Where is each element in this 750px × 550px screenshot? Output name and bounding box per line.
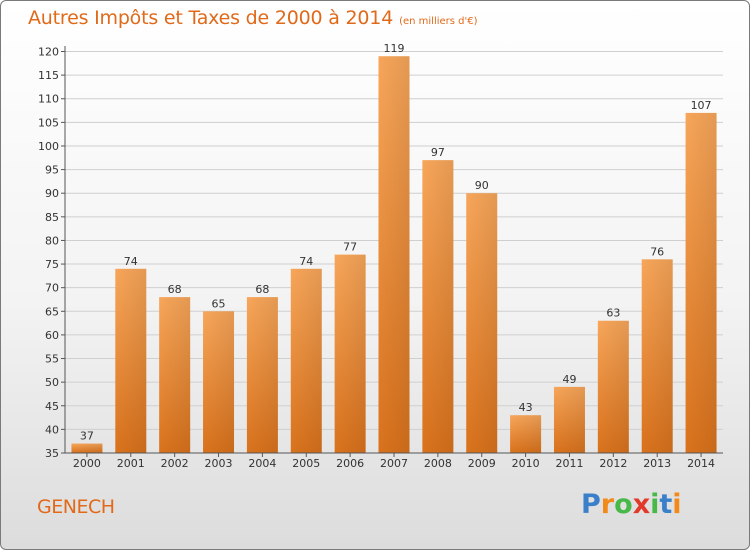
bar-shade: [115, 268, 147, 453]
y-tick-label: 60: [45, 329, 59, 342]
data-label: 63: [606, 307, 620, 320]
bar-shade: [597, 320, 629, 453]
data-label: 68: [255, 283, 269, 296]
y-tick-label: 120: [38, 46, 59, 59]
data-label: 74: [124, 255, 138, 268]
x-tick-label: 2013: [643, 457, 671, 470]
data-label: 37: [80, 430, 94, 443]
y-tick-label: 100: [38, 140, 59, 153]
data-label: 49: [562, 373, 576, 386]
logo-letter: r: [600, 489, 615, 520]
data-label: 107: [691, 99, 712, 112]
title-row: Autres Impôts et Taxes de 2000 à 2014 (en…: [28, 7, 478, 29]
x-tick-label: 2006: [336, 457, 364, 470]
logo-letter: P: [581, 489, 601, 520]
data-label: 119: [384, 42, 405, 55]
x-tick-label: 2012: [599, 457, 627, 470]
data-label: 90: [475, 179, 489, 192]
bar-shade: [466, 193, 498, 454]
data-label: 68: [168, 283, 182, 296]
data-label: 97: [431, 146, 445, 159]
x-tick-label: 2005: [292, 457, 320, 470]
y-tick-label: 110: [38, 93, 59, 106]
x-tick-label: 2009: [468, 457, 496, 470]
x-tick-label: 2001: [117, 457, 145, 470]
y-tick-label: 65: [45, 305, 59, 318]
logo-letter: i: [650, 489, 660, 520]
bar-shade: [510, 415, 542, 453]
x-tick-label: 2003: [205, 457, 233, 470]
y-tick-label: 75: [45, 258, 59, 271]
bar-shade: [553, 386, 585, 453]
bar-shade: [334, 254, 366, 453]
x-tick-label: 2011: [555, 457, 583, 470]
data-labels-layer: 37 74 68 65 68 74 77 119 97 90 43 49 63 76 107: [80, 42, 712, 442]
commune-name: GENECH: [37, 496, 115, 518]
y-tick-label: 85: [45, 211, 59, 224]
y-tick-label: 90: [45, 187, 59, 200]
x-tick-label: 2010: [512, 457, 540, 470]
y-tick-label: 80: [45, 234, 59, 247]
bar-shade: [71, 443, 103, 453]
x-axis-ticks: 2000 2001 2002 2003 2004 2005 2006 2007 2008 2009…: [73, 453, 715, 470]
y-tick-label: 95: [45, 164, 59, 177]
chart-unit-label: (en milliers d'€): [399, 16, 478, 27]
bar-shade: [203, 311, 235, 453]
logo-letter: x: [632, 489, 651, 520]
y-tick-label: 55: [45, 353, 59, 366]
data-label: 74: [299, 255, 313, 268]
y-tick-label: 50: [45, 376, 59, 389]
bar-shade: [422, 160, 454, 453]
x-tick-label: 2008: [424, 457, 452, 470]
bar-shade: [378, 56, 410, 453]
bar-shade: [290, 268, 322, 453]
logo-letter: t: [659, 489, 673, 520]
logo-letter: o: [614, 489, 633, 520]
bar-shade: [246, 297, 278, 453]
data-label: 43: [519, 401, 533, 414]
chart-title: Autres Impôts et Taxes de 2000 à 2014: [28, 7, 394, 29]
x-tick-label: 2014: [687, 457, 715, 470]
y-tick-label: 70: [45, 282, 59, 295]
data-label: 77: [343, 241, 357, 254]
y-tick-label: 115: [38, 69, 59, 82]
y-tick-label: 45: [45, 400, 59, 413]
x-tick-label: 2002: [161, 457, 189, 470]
proxiti-logo: Proxiti: [581, 489, 682, 520]
y-tick-label: 40: [45, 423, 59, 436]
bars-layer: [71, 56, 717, 454]
y-tick-label: 35: [45, 447, 59, 460]
data-label: 65: [212, 297, 226, 310]
x-tick-label: 2007: [380, 457, 408, 470]
x-tick-label: 2000: [73, 457, 101, 470]
bar-shade: [685, 112, 717, 453]
x-tick-label: 2004: [248, 457, 276, 470]
data-label: 76: [650, 245, 664, 258]
bar-shade: [641, 259, 673, 453]
y-axis-ticks: 35 40 45 50 55 60 65 70 75 80 85 90 95 100 105 110 115 12…: [38, 46, 65, 460]
bar-shade: [159, 297, 191, 453]
logo-letter: i: [672, 489, 682, 520]
y-tick-label: 105: [38, 116, 59, 129]
